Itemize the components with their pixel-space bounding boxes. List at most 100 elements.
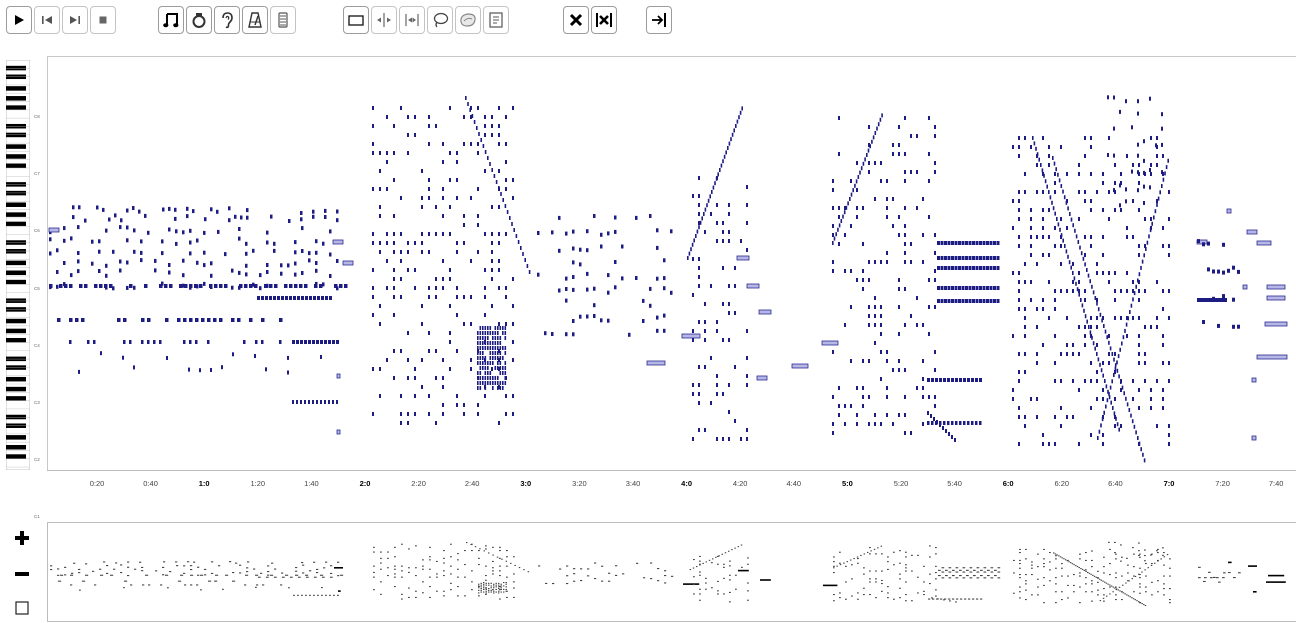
note[interactable]	[579, 247, 582, 252]
note[interactable]	[1072, 352, 1074, 356]
note[interactable]	[169, 284, 173, 288]
note[interactable]	[886, 179, 888, 183]
note[interactable]	[874, 161, 876, 165]
note[interactable]	[489, 162, 491, 166]
note[interactable]	[1054, 298, 1056, 302]
note[interactable]	[954, 438, 956, 442]
note[interactable]	[927, 421, 930, 425]
note[interactable]	[502, 346, 504, 350]
note[interactable]	[494, 376, 497, 380]
note[interactable]	[1114, 397, 1116, 401]
note[interactable]	[1222, 242, 1225, 247]
note[interactable]	[296, 400, 298, 404]
note[interactable]	[1137, 436, 1139, 440]
note[interactable]	[727, 146, 729, 150]
note[interactable]	[421, 304, 423, 308]
note[interactable]	[722, 239, 724, 243]
note[interactable]	[505, 178, 507, 182]
note[interactable]	[1150, 226, 1152, 230]
note[interactable]	[1168, 379, 1170, 383]
note[interactable]	[245, 272, 248, 277]
note[interactable]	[1018, 244, 1020, 248]
note[interactable]	[537, 272, 540, 277]
note[interactable]	[480, 138, 482, 142]
note[interactable]	[1100, 423, 1102, 428]
note[interactable]	[862, 161, 865, 166]
note[interactable]	[1038, 157, 1040, 162]
note[interactable]	[746, 428, 748, 432]
note[interactable]	[98, 269, 101, 273]
note[interactable]	[1086, 319, 1088, 324]
note[interactable]	[159, 284, 163, 288]
note[interactable]	[1084, 289, 1086, 293]
note[interactable]	[904, 179, 906, 183]
note[interactable]	[1126, 402, 1129, 407]
note[interactable]	[1143, 458, 1146, 463]
note[interactable]	[892, 143, 894, 147]
note[interactable]	[723, 154, 726, 159]
note[interactable]	[607, 273, 610, 278]
note[interactable]	[477, 106, 479, 110]
black-key[interactable]	[6, 454, 26, 459]
note[interactable]	[499, 381, 502, 385]
note[interactable]	[315, 281, 318, 286]
note[interactable]	[1060, 145, 1062, 149]
note[interactable]	[572, 260, 575, 265]
note[interactable]	[435, 376, 437, 380]
note[interactable]	[704, 365, 706, 369]
note[interactable]	[1131, 419, 1134, 424]
note[interactable]	[449, 367, 451, 371]
note[interactable]	[512, 178, 514, 182]
note[interactable]	[1111, 352, 1114, 356]
note[interactable]	[1018, 199, 1020, 203]
note[interactable]	[491, 232, 493, 236]
note[interactable]	[1102, 271, 1104, 275]
note[interactable]	[886, 395, 888, 399]
note[interactable]	[1084, 154, 1086, 158]
note[interactable]	[856, 422, 858, 426]
note[interactable]	[477, 371, 479, 375]
note[interactable]	[856, 215, 858, 219]
note[interactable]	[642, 298, 645, 303]
note[interactable]	[161, 239, 164, 244]
note[interactable]	[332, 400, 334, 404]
note[interactable]	[1150, 217, 1152, 221]
note[interactable]	[1102, 433, 1104, 437]
note[interactable]	[122, 355, 124, 360]
note[interactable]	[502, 386, 504, 390]
note[interactable]	[138, 209, 141, 214]
note[interactable]	[64, 284, 68, 288]
note[interactable]	[904, 395, 906, 399]
note[interactable]	[1111, 379, 1113, 384]
note[interactable]	[400, 421, 402, 425]
note[interactable]	[379, 322, 381, 326]
note[interactable]	[1054, 172, 1056, 176]
note[interactable]	[722, 437, 724, 441]
note[interactable]	[269, 284, 273, 288]
note[interactable]	[1042, 208, 1044, 212]
note[interactable]	[1018, 136, 1020, 140]
note[interactable]	[862, 395, 864, 399]
note[interactable]	[867, 148, 870, 153]
note[interactable]	[315, 239, 318, 244]
note[interactable]	[407, 268, 409, 272]
note[interactable]	[456, 151, 458, 155]
note[interactable]	[928, 116, 930, 120]
note[interactable]	[261, 296, 264, 300]
note[interactable]	[497, 356, 499, 360]
note[interactable]	[316, 340, 319, 344]
note[interactable]	[49, 237, 52, 242]
note[interactable]	[400, 277, 402, 281]
note[interactable]	[492, 331, 494, 335]
note[interactable]	[663, 286, 666, 291]
note[interactable]	[1054, 289, 1056, 293]
note[interactable]	[934, 404, 936, 408]
note[interactable]	[105, 273, 108, 278]
note[interactable]	[746, 248, 748, 252]
note[interactable]	[872, 135, 875, 140]
note[interactable]	[1066, 226, 1068, 230]
note[interactable]	[254, 284, 258, 288]
note[interactable]	[1114, 424, 1116, 428]
note[interactable]	[1232, 297, 1235, 302]
note[interactable]	[456, 160, 458, 164]
